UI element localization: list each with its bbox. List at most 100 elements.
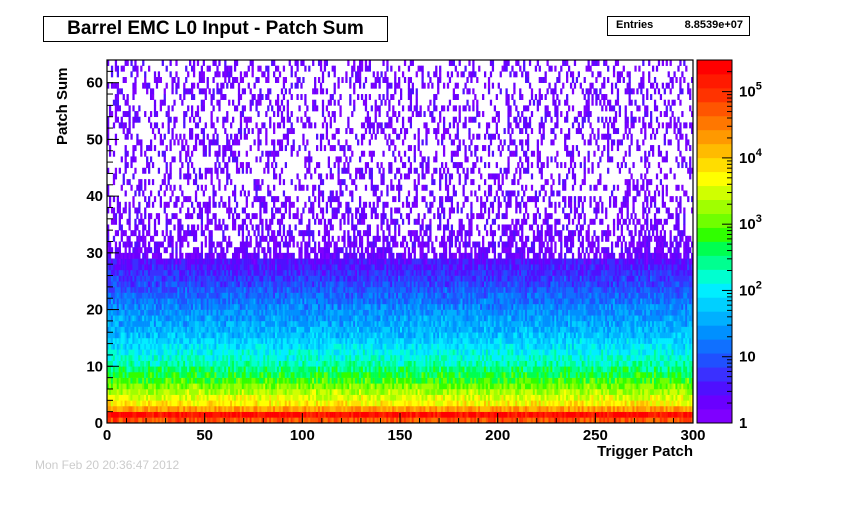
heatmap-cell [112,303,116,310]
heatmap-cell [224,417,227,424]
heatmap-cell [241,224,245,231]
heatmap-cell [247,332,250,339]
heatmap-cell [290,326,293,333]
heatmap-cell [259,94,262,100]
heatmap-cell [185,354,188,361]
heatmap-cell [245,315,248,322]
heatmap-cell [175,269,178,276]
heatmap-cell [261,179,264,186]
heatmap-cell [142,405,145,412]
heatmap-cell [108,366,112,373]
heatmap-cell [177,298,180,305]
heatmap-cell [132,326,135,333]
heatmap-cell [200,105,204,112]
heatmap-cell [331,224,334,231]
heatmap-cell [261,417,264,424]
heatmap-cell [222,417,225,424]
heatmap-cell [124,264,127,271]
heatmap-cell [230,383,233,390]
heatmap-cell [292,145,295,152]
heatmap-cell [138,105,141,112]
heatmap-cell [306,224,309,231]
heatmap-cell [331,343,334,350]
heatmap-cell [314,286,317,293]
heatmap-cell [151,315,155,322]
heatmap-cell [265,394,268,401]
heatmap-cell [148,349,151,356]
heatmap-cell [107,343,110,350]
heatmap-cell [122,388,125,395]
heatmap-cell [273,122,276,129]
heatmap-cell [241,371,245,378]
heatmap-cell [206,332,209,339]
heatmap-cell [151,377,155,384]
heatmap-cell [128,252,131,259]
heatmap-cell [294,377,297,384]
heatmap-cell [194,269,198,276]
heatmap-cell [329,122,332,129]
heatmap-cell [276,315,280,322]
heatmap-cell [138,388,141,395]
heatmap-cell [185,388,188,395]
heatmap-cell [323,315,327,322]
heatmap-cell [218,400,221,407]
heatmap-cell [233,60,237,66]
heatmap-cell [157,292,161,299]
heatmap-cell [112,179,116,186]
heatmap-cell [310,281,313,288]
heatmap-cell [179,405,182,412]
heatmap-cell [257,360,260,367]
heatmap-cell [132,105,135,112]
heatmap-cell [202,230,205,237]
heatmap-cell [233,354,237,361]
heatmap-cell [151,394,155,401]
heatmap-cell [192,326,196,333]
heatmap-cell [314,417,317,424]
heatmap-cell [181,360,184,367]
heatmap-cell [278,264,282,271]
heatmap-cell [247,128,250,135]
heatmap-cell [280,332,284,339]
heatmap-cell [298,247,301,254]
heatmap-cell [196,201,200,208]
heatmap-cell [280,388,284,395]
heatmap-cell [230,388,233,395]
heatmap-cell [214,218,217,225]
heatmap-cell [132,145,135,152]
heatmap-cell [224,320,227,327]
heatmap-cell [126,60,129,66]
heatmap-cell [276,388,280,395]
heatmap-cell [196,111,200,118]
heatmap-cell [298,179,301,186]
heatmap-cell [329,400,332,407]
heatmap-cell [161,326,164,333]
heatmap-cell [110,292,114,299]
heatmap-cell [323,269,327,276]
heatmap-cell [214,343,217,350]
heatmap-cell [192,258,196,265]
heatmap-cell [194,252,198,259]
heatmap-cell [222,230,225,237]
heatmap-cell [116,337,120,344]
heatmap-cell [130,349,133,356]
heatmap-cell [136,281,139,288]
heatmap-cell [292,252,295,259]
heatmap-cell [222,286,225,293]
heatmap-cell [190,332,194,339]
heatmap-cell [165,360,168,367]
heatmap-cell [175,60,178,66]
heatmap-cell [282,258,286,265]
heatmap-cell [134,337,137,344]
heatmap-cell [190,326,194,333]
heatmap-cell [183,400,186,407]
heatmap-cell [232,320,235,327]
heatmap-cell [171,252,174,259]
heatmap-cell [157,326,161,333]
heatmap-cell [257,128,260,135]
heatmap-cell [189,383,192,390]
heatmap-cell [251,417,254,424]
heatmap-cell [173,258,176,265]
heatmap-cell [232,343,235,350]
heatmap-cell [181,349,184,356]
heatmap-cell [148,162,151,169]
